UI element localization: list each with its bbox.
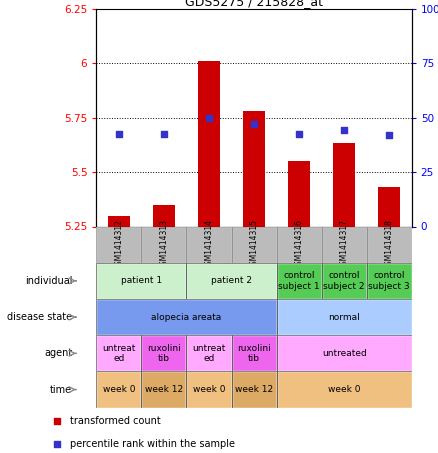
Text: time: time (50, 385, 72, 395)
Bar (232, 371, 276, 408)
Point (53, 418, 60, 425)
Bar (276, 299, 412, 335)
Bar (141, 371, 187, 408)
Bar (276, 226, 321, 263)
Point (386, 131, 393, 139)
Point (251, 120, 258, 128)
Text: control
subject 3: control subject 3 (368, 271, 410, 290)
Bar (96, 226, 141, 263)
Bar (96, 335, 141, 371)
Bar (96, 226, 141, 263)
Point (53, 440, 60, 448)
Bar (96, 335, 141, 371)
Bar (243, 111, 265, 226)
Text: week 12: week 12 (145, 385, 183, 394)
Bar (232, 335, 276, 371)
Bar (96, 371, 141, 408)
Text: ruxolini
tib: ruxolini tib (147, 344, 181, 363)
Bar (96, 263, 187, 299)
Text: GSM1414313: GSM1414313 (159, 219, 169, 270)
Text: patient 2: patient 2 (211, 276, 252, 285)
Bar (367, 226, 412, 263)
Bar (276, 263, 321, 299)
Bar (187, 371, 232, 408)
Text: untreated: untreated (322, 349, 367, 358)
Text: individual: individual (25, 276, 72, 286)
Text: GSM1414312: GSM1414312 (114, 219, 124, 270)
Text: GSM1414314: GSM1414314 (205, 219, 213, 270)
Bar (276, 335, 412, 371)
Bar (96, 299, 276, 335)
Text: control
subject 1: control subject 1 (278, 271, 320, 290)
Bar (187, 335, 232, 371)
Bar (187, 263, 276, 299)
Bar (153, 205, 175, 226)
Text: week 0: week 0 (193, 385, 225, 394)
Text: week 0: week 0 (102, 385, 135, 394)
Bar (187, 226, 232, 263)
Bar (288, 161, 311, 226)
Bar (198, 61, 220, 226)
Text: GSM1414318: GSM1414318 (385, 219, 394, 270)
Text: normal: normal (328, 313, 360, 322)
Bar (367, 226, 412, 263)
Text: untreat
ed: untreat ed (192, 344, 226, 363)
Bar (108, 216, 130, 226)
Bar (232, 335, 276, 371)
Text: week 12: week 12 (235, 385, 273, 394)
Bar (141, 335, 187, 371)
Text: control
subject 2: control subject 2 (323, 271, 365, 290)
Text: alopecia areata: alopecia areata (152, 313, 222, 322)
Text: GSM1414317: GSM1414317 (339, 219, 349, 270)
Text: percentile rank within the sample: percentile rank within the sample (70, 439, 235, 449)
Bar (367, 263, 412, 299)
Bar (141, 226, 187, 263)
Bar (232, 226, 276, 263)
Bar (96, 263, 187, 299)
Bar (276, 371, 412, 408)
Bar (321, 263, 367, 299)
Point (296, 130, 303, 138)
Bar (276, 226, 321, 263)
Bar (276, 335, 412, 371)
Text: ruxolini
tib: ruxolini tib (237, 344, 271, 363)
Bar (276, 371, 412, 408)
Point (341, 126, 348, 133)
Bar (141, 226, 187, 263)
Text: GSM1414315: GSM1414315 (250, 219, 258, 270)
Bar (187, 263, 276, 299)
Text: transformed count: transformed count (70, 416, 161, 426)
Text: untreat
ed: untreat ed (102, 344, 136, 363)
Bar (276, 263, 321, 299)
Bar (378, 188, 400, 226)
Bar (276, 299, 412, 335)
Text: agent: agent (44, 348, 72, 358)
Bar (96, 371, 141, 408)
Point (205, 114, 212, 121)
Text: patient 1: patient 1 (121, 276, 162, 285)
Bar (187, 226, 232, 263)
Bar (187, 335, 232, 371)
Bar (141, 371, 187, 408)
Bar (187, 371, 232, 408)
Point (115, 130, 122, 138)
Text: GSM1414316: GSM1414316 (295, 219, 304, 270)
Title: GDS5275 / 215828_at: GDS5275 / 215828_at (185, 0, 323, 8)
Text: disease state: disease state (7, 312, 72, 322)
Bar (141, 335, 187, 371)
Bar (232, 371, 276, 408)
Bar (321, 263, 367, 299)
Bar (232, 226, 276, 263)
Bar (367, 263, 412, 299)
Bar (321, 226, 367, 263)
Point (160, 130, 167, 138)
Bar (333, 143, 355, 226)
Bar (96, 299, 276, 335)
Bar (321, 226, 367, 263)
Text: week 0: week 0 (328, 385, 360, 394)
